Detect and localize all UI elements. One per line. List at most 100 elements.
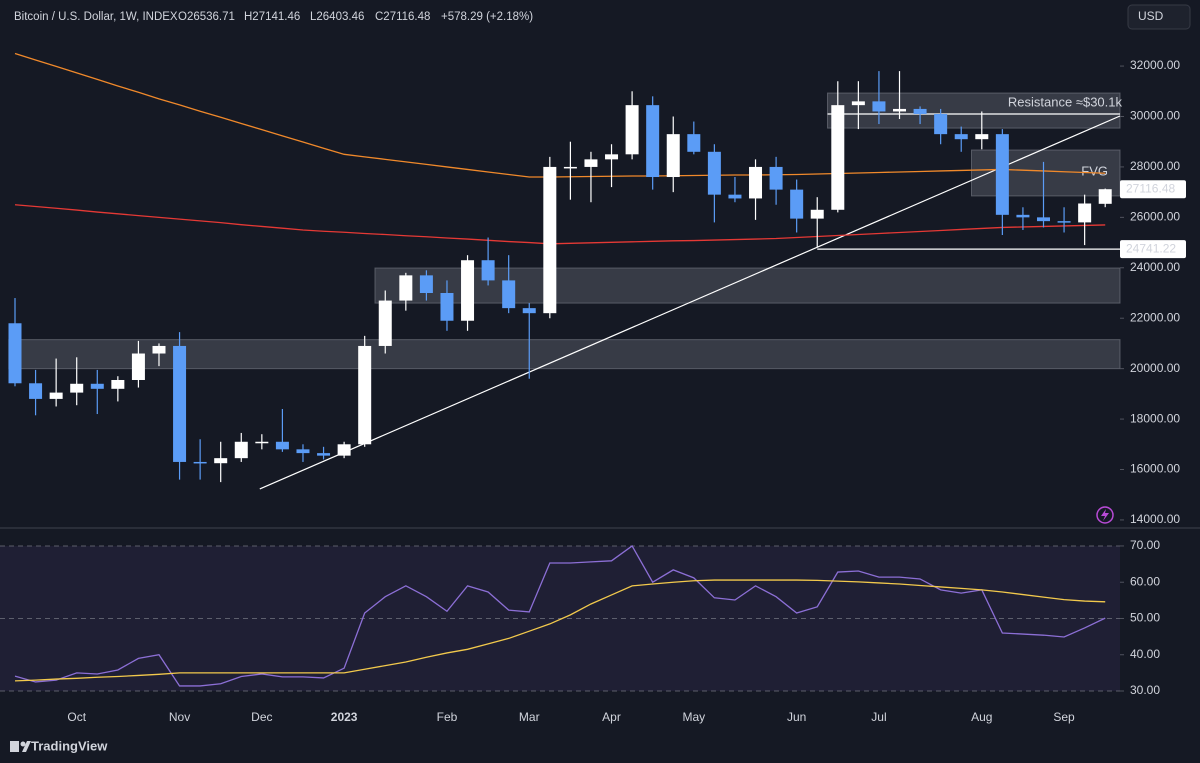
candle-body — [214, 458, 228, 464]
y-tick-label: 28000.00 — [1130, 159, 1180, 173]
y-tick-label: 16000.00 — [1130, 462, 1180, 476]
candle-body — [111, 379, 125, 389]
chart-title: Bitcoin / U.S. Dollar, 1W, INDEX — [14, 11, 178, 23]
candle-body — [234, 441, 248, 459]
candle-body — [317, 453, 331, 456]
candle-body — [522, 308, 536, 314]
x-tick-label: Sep — [1053, 710, 1075, 724]
zone — [374, 267, 1121, 304]
candle-body — [995, 134, 1009, 215]
candle-body — [275, 441, 289, 450]
candle-body — [707, 151, 721, 195]
candle-body — [419, 275, 433, 294]
candle-body — [913, 108, 927, 114]
candle-body — [1037, 217, 1050, 222]
candle-body — [358, 345, 372, 445]
y-tick-label: 32000.00 — [1130, 58, 1180, 72]
support-price-label: 24741.22 — [1126, 241, 1176, 255]
candle-body — [70, 383, 84, 393]
x-tick-label: Oct — [67, 710, 86, 724]
x-tick-label: 2023 — [331, 710, 358, 724]
x-tick-label: Jun — [787, 710, 806, 724]
brand-logo — [10, 741, 31, 752]
candle-body — [481, 260, 495, 281]
change: +578.29 (+2.18%) — [441, 11, 533, 23]
candle-body — [461, 260, 475, 321]
y-tick-label: 26000.00 — [1130, 210, 1180, 224]
alert-icon[interactable] — [1096, 506, 1114, 524]
y-tick-label: 30000.00 — [1130, 109, 1180, 123]
candle-body — [255, 441, 269, 444]
resistance-label: Resistance ≈$30.1k — [1008, 94, 1123, 109]
candle-body — [1016, 214, 1030, 218]
ohlc-high: H27141.46 — [244, 11, 300, 23]
alert-bolt — [1101, 509, 1109, 521]
candle-body — [440, 293, 454, 321]
x-tick-label: Apr — [602, 710, 621, 724]
last-price-label: 27116.48 — [1126, 181, 1175, 195]
trend-line — [259, 115, 1121, 490]
last-price-box — [1120, 180, 1186, 199]
candle-body — [563, 166, 577, 169]
ohlc-close: C27116.48 — [375, 11, 430, 23]
candle-body — [625, 105, 639, 155]
candle-body — [296, 449, 310, 454]
x-tick-label: May — [682, 710, 705, 724]
moving-average — [14, 204, 1106, 245]
candle-body — [399, 275, 413, 301]
candle-body — [605, 154, 619, 160]
candle-body — [687, 134, 701, 152]
plot-area: FVG Resistance ≈$30.1k 14000.00 16000.00 180… — [0, 52, 1186, 724]
x-tick-label: Mar — [519, 710, 540, 724]
candle-body — [90, 383, 104, 389]
y-tick-label: 70.00 — [1130, 538, 1160, 552]
candle-body — [173, 345, 187, 462]
candle-body — [584, 159, 598, 167]
y-tick-label: 30.00 — [1130, 683, 1160, 697]
x-tick-label: Feb — [437, 710, 458, 724]
candle-body — [193, 461, 207, 464]
candle-body — [646, 105, 660, 178]
candle-body — [893, 108, 907, 112]
candle-body — [502, 280, 516, 309]
currency-button[interactable] — [1127, 4, 1191, 30]
y-tick-label: 40.00 — [1130, 647, 1160, 661]
y-tick-label: 22000.00 — [1130, 310, 1180, 324]
candle-body — [831, 105, 845, 210]
y-tick-label: 18000.00 — [1130, 411, 1180, 425]
candle-body — [1078, 203, 1092, 223]
candle-body — [851, 101, 865, 106]
zone — [8, 339, 1121, 370]
candle-body — [29, 383, 43, 399]
candle-body — [337, 444, 351, 456]
candle-body — [975, 134, 989, 140]
candle-body — [666, 134, 680, 178]
rsi-line — [14, 579, 1106, 682]
candle-body — [790, 189, 804, 219]
ohlc-low: L26403.46 — [310, 11, 364, 23]
candle-body — [543, 166, 557, 314]
zone-label: FVG — [1081, 163, 1108, 178]
candle-body — [872, 101, 886, 112]
x-tick-label: Aug — [971, 710, 992, 724]
candle-body — [749, 166, 763, 199]
y-tick-label: 50.00 — [1130, 611, 1160, 625]
candle-body — [8, 323, 22, 384]
brand: TradingView — [31, 738, 108, 753]
currency[interactable]: USD — [1138, 9, 1164, 23]
candle-body — [152, 345, 166, 354]
candle-body — [378, 300, 392, 346]
x-tick-label: Dec — [251, 710, 272, 724]
y-tick-label: 20000.00 — [1130, 361, 1180, 375]
x-tick-label: Jul — [871, 710, 886, 724]
candle-body — [810, 209, 824, 219]
candle-body — [769, 166, 783, 190]
moving-average — [14, 52, 1106, 178]
y-tick-label: 24000.00 — [1130, 260, 1180, 274]
y-tick-label: 60.00 — [1130, 574, 1160, 588]
candle-body — [1057, 221, 1071, 223]
ohlc-open: O26536.71 — [178, 11, 235, 23]
